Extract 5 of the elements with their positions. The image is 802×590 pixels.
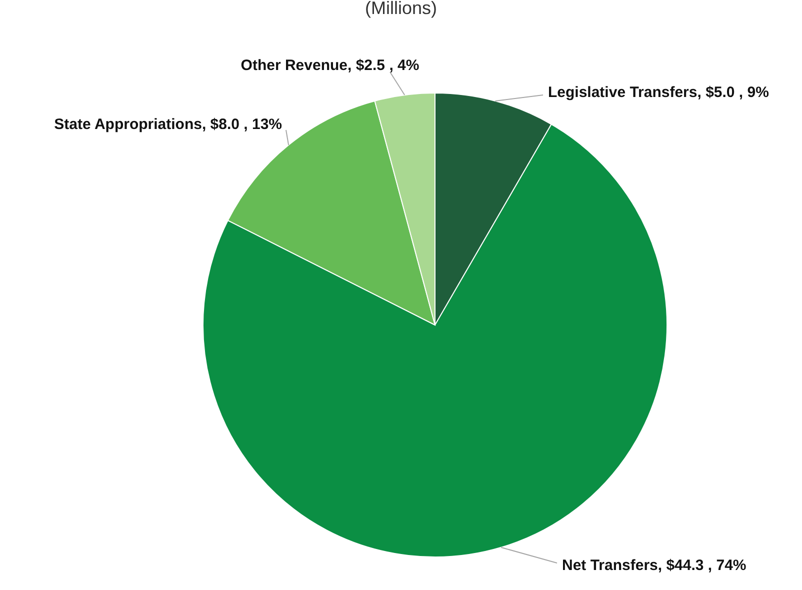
chart-title: (Millions)	[365, 0, 437, 18]
slice-label: Other Revenue, $2.5 , 4%	[240, 57, 420, 74]
slice-label: State Appropriations, $8.0 , 13%	[54, 116, 282, 133]
slice-label: Net Transfers, $44.3 , 74%	[562, 557, 746, 574]
slice-label: Legislative Transfers, $5.0 , 9%	[548, 84, 769, 101]
